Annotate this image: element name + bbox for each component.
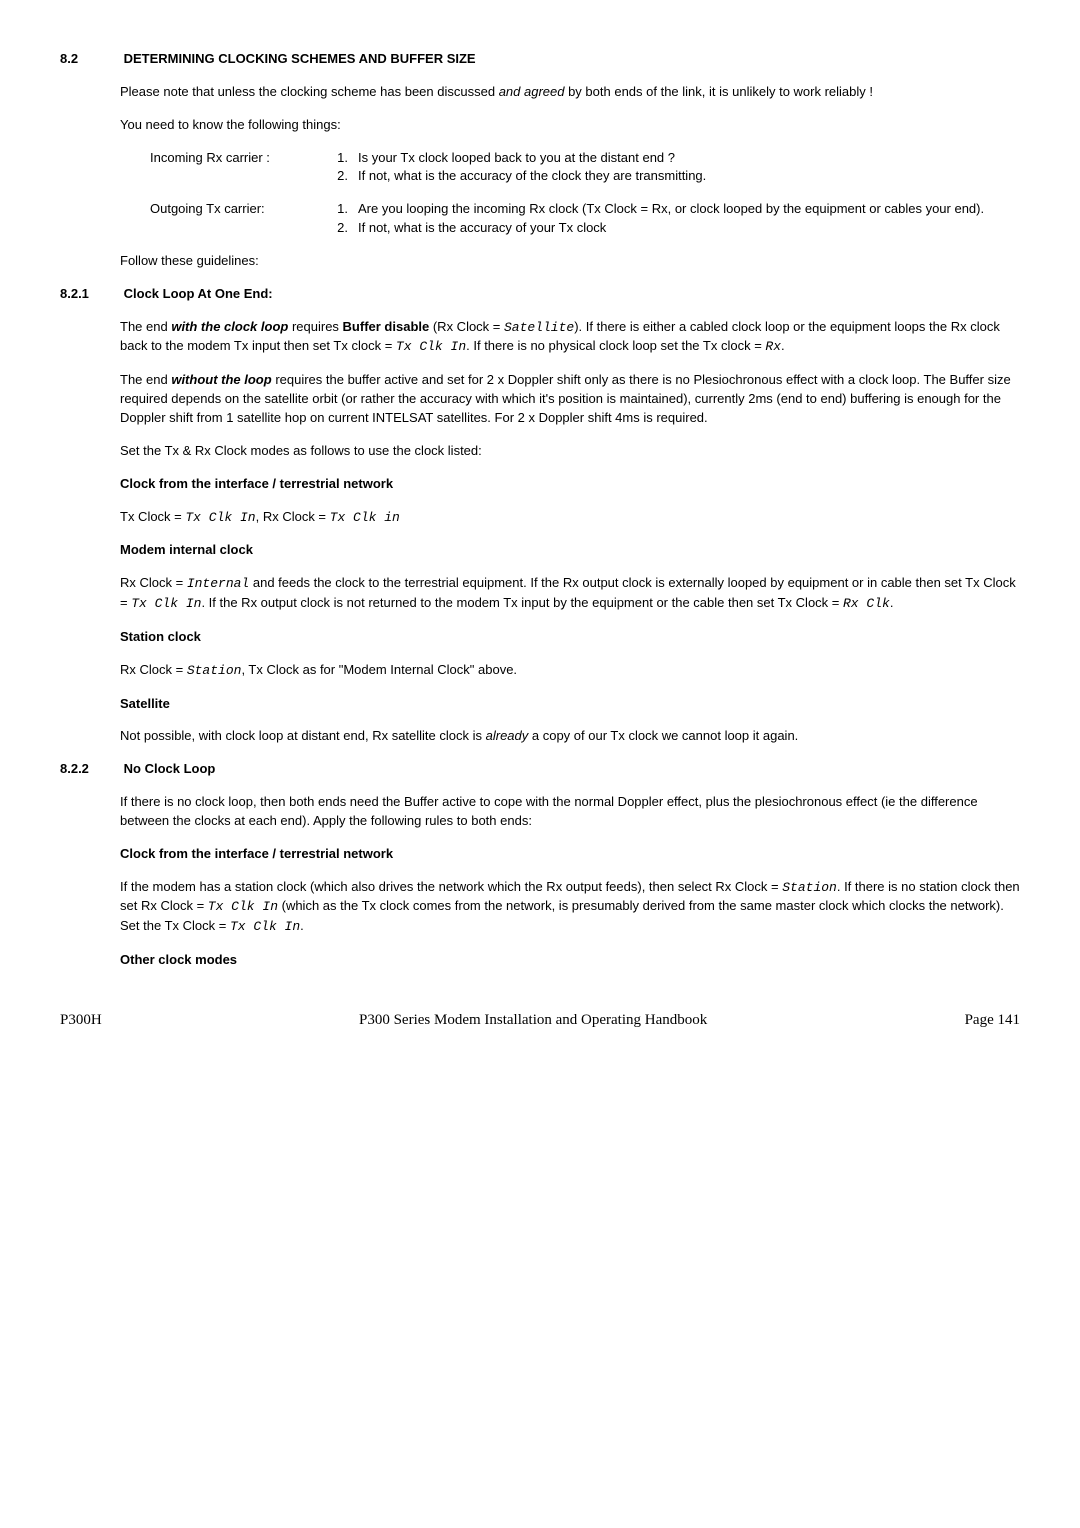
s821-h3: Station clock (120, 628, 1020, 647)
s821-p1: The end with the clock loop requires Buf… (120, 318, 1020, 358)
intro-paragraph-2: You need to know the following things: (120, 116, 1020, 135)
subsection-heading-821: 8.2.1 Clock Loop At One End: (60, 285, 1020, 304)
page-footer: P300H P300 Series Modem Installation and… (60, 1010, 1020, 1032)
subsection-title: Clock Loop At One End: (124, 286, 273, 301)
outgoing-row: Outgoing Tx carrier: 1.Are you looping t… (150, 200, 1020, 238)
intro-paragraph-1: Please note that unless the clocking sch… (120, 83, 1020, 102)
s822-h2: Other clock modes (120, 951, 1020, 970)
outgoing-label: Outgoing Tx carrier: (150, 200, 320, 238)
s821-h2: Modem internal clock (120, 541, 1020, 560)
subsection-title-822: No Clock Loop (124, 761, 216, 776)
s821-h2-text: Rx Clock = Internal and feeds the clock … (120, 574, 1020, 614)
s822-h1-text: If the modem has a station clock (which … (120, 878, 1020, 938)
footer-right: Page 141 (965, 1010, 1020, 1032)
section-title: DETERMINING CLOCKING SCHEMES AND BUFFER … (124, 51, 476, 66)
subsection-heading-822: 8.2.2 No Clock Loop (60, 760, 1020, 779)
s822-p1: If there is no clock loop, then both end… (120, 793, 1020, 831)
subsection-number: 8.2.1 (60, 285, 120, 304)
footer-left: P300H (60, 1010, 102, 1032)
s821-h3-text: Rx Clock = Station, Tx Clock as for "Mod… (120, 661, 1020, 681)
s821-h1-text: Tx Clock = Tx Clk In, Rx Clock = Tx Clk … (120, 508, 1020, 528)
s821-h4: Satellite (120, 695, 1020, 714)
incoming-row: Incoming Rx carrier : 1.Is your Tx clock… (150, 149, 1020, 187)
footer-center: P300 Series Modem Installation and Opera… (359, 1010, 707, 1032)
follow-guidelines: Follow these guidelines: (120, 252, 1020, 271)
s821-h1: Clock from the interface / terrestrial n… (120, 475, 1020, 494)
incoming-label: Incoming Rx carrier : (150, 149, 320, 187)
s822-h1: Clock from the interface / terrestrial n… (120, 845, 1020, 864)
s821-p2: The end without the loop requires the bu… (120, 371, 1020, 428)
section-number: 8.2 (60, 50, 120, 69)
subsection-number-822: 8.2.2 (60, 760, 120, 779)
s821-h4-text: Not possible, with clock loop at distant… (120, 727, 1020, 746)
section-heading: 8.2 DETERMINING CLOCKING SCHEMES AND BUF… (60, 50, 1020, 69)
s821-p3: Set the Tx & Rx Clock modes as follows t… (120, 442, 1020, 461)
